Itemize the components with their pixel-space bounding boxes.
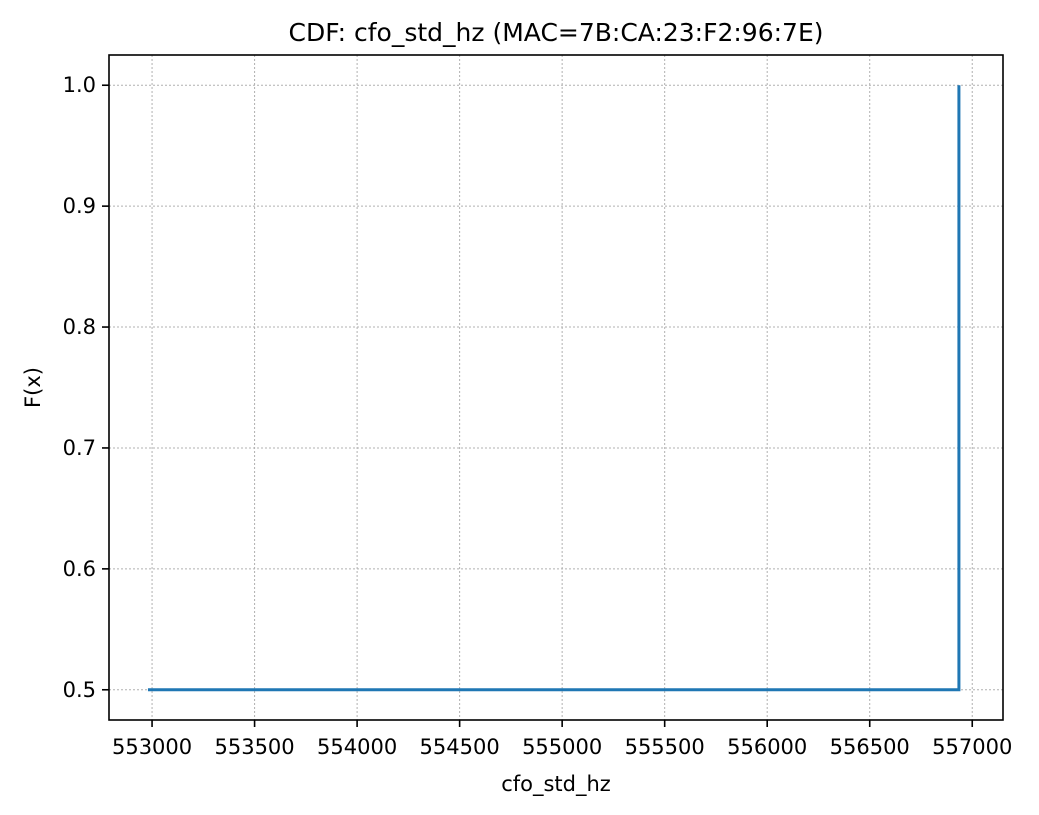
x-tick-label: 554500 <box>420 735 500 759</box>
x-tick-label: 556000 <box>727 735 807 759</box>
y-axis-ticks: 0.5 0.6 0.7 0.8 0.9 1.0 <box>63 73 109 702</box>
y-axis-label: F(x) <box>21 367 45 408</box>
cdf-series-line <box>147 85 961 692</box>
x-tick-label: 557000 <box>932 735 1012 759</box>
x-axis-ticks: 553000 553500 554000 554500 555000 555500 5560… <box>112 720 1012 759</box>
x-tick-label: 553500 <box>214 735 294 759</box>
series-layer <box>147 85 961 692</box>
y-tick-label: 0.9 <box>63 194 96 218</box>
plot-frame <box>108 54 1004 721</box>
y-tick-label: 0.7 <box>63 436 96 460</box>
chart-title: CDF: cfo_std_hz (MAC=7B:CA:23:F2:96:7E) <box>288 18 823 47</box>
x-axis-label: cfo_std_hz <box>501 772 611 797</box>
y-tick-label: 0.8 <box>63 315 96 339</box>
x-tick-label: 556500 <box>830 735 910 759</box>
x-tick-label: 554000 <box>317 735 397 759</box>
y-tick-label: 1.0 <box>63 73 96 97</box>
x-tick-label: 555500 <box>625 735 705 759</box>
x-tick-label: 555000 <box>522 735 602 759</box>
y-tick-label: 0.6 <box>63 557 96 581</box>
x-tick-label: 553000 <box>112 735 192 759</box>
y-tick-label: 0.5 <box>63 678 96 702</box>
